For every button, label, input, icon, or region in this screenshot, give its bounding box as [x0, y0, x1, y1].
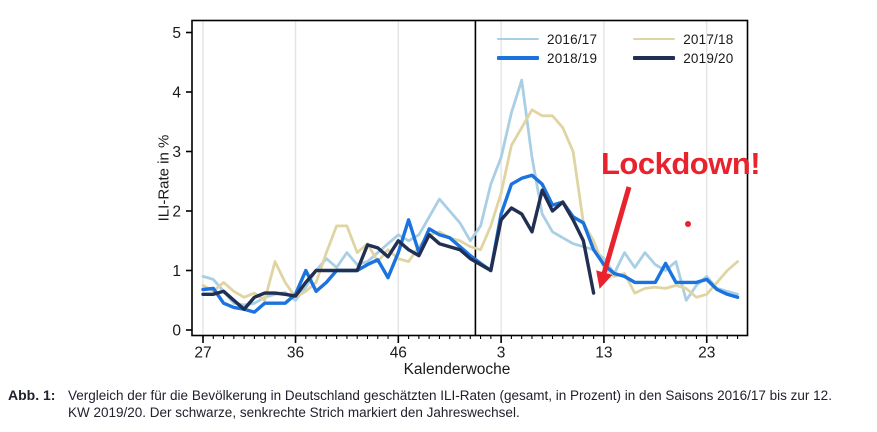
legend-item-2019-20: 2019/20: [633, 50, 733, 66]
svg-text:13: 13: [595, 345, 612, 362]
svg-text:27: 27: [194, 345, 211, 362]
svg-text:2: 2: [172, 204, 181, 221]
svg-text:36: 36: [287, 345, 304, 362]
series-line-2017-18: [201, 108, 739, 302]
series-line-2018-19: [201, 173, 740, 314]
lockdown-arrow: [596, 186, 632, 289]
legend-item-2017-18: 2017/18: [633, 31, 733, 47]
series-line-2019-20: [201, 188, 596, 311]
svg-text:3: 3: [172, 144, 181, 161]
svg-text:5: 5: [172, 25, 181, 42]
legend-line-swatch-2018-19: [497, 56, 539, 60]
legend-line-swatch-2016-17: [497, 37, 539, 41]
svg-text:3: 3: [497, 345, 506, 362]
legend-item-2018-19: 2018/19: [497, 50, 597, 66]
caption-label: Abb. 1:: [8, 387, 56, 403]
red-dot: [685, 221, 691, 227]
legend-line-swatch-2019-20: [633, 56, 676, 60]
x-axis-title: Kalenderwoche: [403, 361, 511, 378]
x-axis-group: 27 36 46 3 13 23: [194, 335, 739, 362]
legend-item-2016-17: 2016/17: [497, 31, 597, 47]
svg-text:0: 0: [172, 323, 181, 340]
svg-text:46: 46: [390, 345, 407, 362]
svg-text:1: 1: [172, 263, 181, 280]
series-line-2016-17: [201, 78, 739, 307]
gridlines-group: [202, 20, 708, 336]
caption-text: Vergleich der für die Bevölkerung in Deu…: [68, 388, 832, 420]
y-axis-title: ILI-Rate in %: [155, 134, 173, 222]
legend: 2016/17 2017/18 2018/19 2019/20: [497, 31, 733, 66]
legend-label-2018-19: 2018/19: [547, 50, 598, 66]
svg-text:4: 4: [172, 85, 181, 102]
legend-label-2016-17: 2016/17: [547, 31, 598, 47]
y-axis-group: 0 1 2 3 4 5: [172, 25, 192, 340]
figure-caption: Abb. 1: Vergleich der für die Bevölkerun…: [8, 387, 856, 421]
svg-text:23: 23: [698, 345, 715, 362]
legend-label-2017-18: 2017/18: [683, 31, 734, 47]
legend-line-swatch-2017-18: [633, 37, 676, 41]
legend-label-2019-20: 2019/20: [683, 50, 734, 66]
lockdown-annotation-text: Lockdown!: [601, 146, 761, 181]
